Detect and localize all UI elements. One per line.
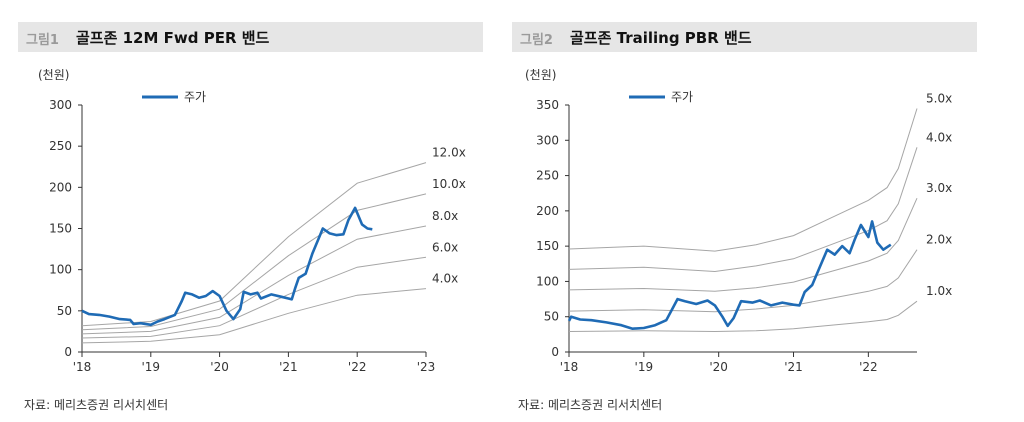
figure-number: 그림2	[520, 33, 553, 48]
legend-label: 주가	[184, 90, 206, 104]
y-tick-label: 150	[536, 239, 559, 253]
band-line-4.0x	[81, 288, 427, 344]
pbr-band-chart: (천원) 0 50 100 150 200 250 300 350 '18 '19 '20 '21 '22…	[525, 67, 952, 374]
band-label: 6.0x	[432, 240, 458, 254]
figure-title: 골프존 Trailing PBR 밴드	[570, 29, 752, 47]
x-tick-label: '22	[348, 360, 367, 374]
x-tick-label: '23	[417, 360, 436, 374]
x-tick-label: '19	[635, 360, 654, 374]
band-label: 3.0x	[926, 181, 952, 195]
x-tick-label: '20	[709, 360, 728, 374]
y-axis-unit-label: (천원)	[38, 67, 69, 82]
per-band-chart: (천원) 0 50 100 150 200 250 300 '18 '19 '20 '21 '22 '23…	[38, 67, 466, 374]
source-note: 자료: 메리츠증권 리서치센터	[518, 398, 663, 412]
y-tick-label: 50	[544, 310, 559, 324]
y-tick-label: 150	[49, 222, 72, 236]
price-series-line	[81, 206, 373, 327]
y-tick-label: 50	[57, 304, 72, 318]
y-tick-label: 350	[536, 98, 559, 112]
x-tick-label: '21	[279, 360, 298, 374]
band-label: 2.0x	[926, 233, 952, 247]
x-tick-label: '18	[73, 360, 92, 374]
figure-title-bar: 그림2 골프존 Trailing PBR 밴드	[512, 22, 977, 52]
chart-panel-per: 그림1 골프존 12M Fwd PER 밴드 (천원) 0 50 100 150 200 2…	[18, 0, 488, 422]
figure-number: 그림1	[26, 33, 59, 48]
x-tick-label: '18	[560, 360, 579, 374]
x-tick-label: '21	[784, 360, 803, 374]
x-tick-label: '20	[210, 360, 229, 374]
figure-title: 골프존 12M Fwd PER 밴드	[76, 29, 270, 47]
x-tick-label: '22	[859, 360, 878, 374]
band-label: 1.0x	[926, 284, 952, 298]
chart-panel-pbr: 그림2 골프존 Trailing PBR 밴드 (천원) 0 50 100 150 200…	[512, 0, 982, 422]
y-tick-label: 250	[536, 169, 559, 183]
band-label: 5.0x	[926, 92, 952, 106]
y-tick-label: 200	[536, 204, 559, 218]
band-line-1.0x	[568, 300, 918, 333]
y-tick-label: 300	[49, 98, 72, 112]
y-tick-label: 300	[536, 133, 559, 147]
y-tick-label: 0	[551, 345, 559, 359]
band-line-8.0x	[81, 225, 427, 335]
y-tick-label: 0	[64, 345, 72, 359]
band-label: 4.0x	[926, 130, 952, 144]
band-label: 4.0x	[432, 272, 458, 286]
y-tick-label: 200	[49, 180, 72, 194]
source-note: 자료: 메리츠증권 리서치센터	[24, 398, 169, 412]
figure-title-bar: 그림1 골프존 12M Fwd PER 밴드	[18, 22, 483, 52]
band-line-2.0x	[568, 249, 918, 313]
legend-label: 주가	[671, 90, 693, 104]
x-tick-label: '19	[142, 360, 161, 374]
band-line-5.0x	[568, 108, 918, 252]
band-label: 12.0x	[432, 146, 466, 160]
band-line-12.0x	[81, 162, 427, 327]
y-tick-label: 250	[49, 139, 72, 153]
band-line-10.0x	[81, 193, 427, 331]
band-label: 8.0x	[432, 209, 458, 223]
y-tick-label: 100	[49, 263, 72, 277]
price-series-line	[567, 220, 892, 330]
y-tick-label: 100	[536, 274, 559, 288]
band-line-4.0x	[568, 147, 918, 273]
band-line-3.0x	[568, 197, 918, 292]
band-line-6.0x	[81, 256, 427, 339]
band-label: 10.0x	[432, 177, 466, 191]
y-axis-unit-label: (천원)	[525, 67, 556, 82]
